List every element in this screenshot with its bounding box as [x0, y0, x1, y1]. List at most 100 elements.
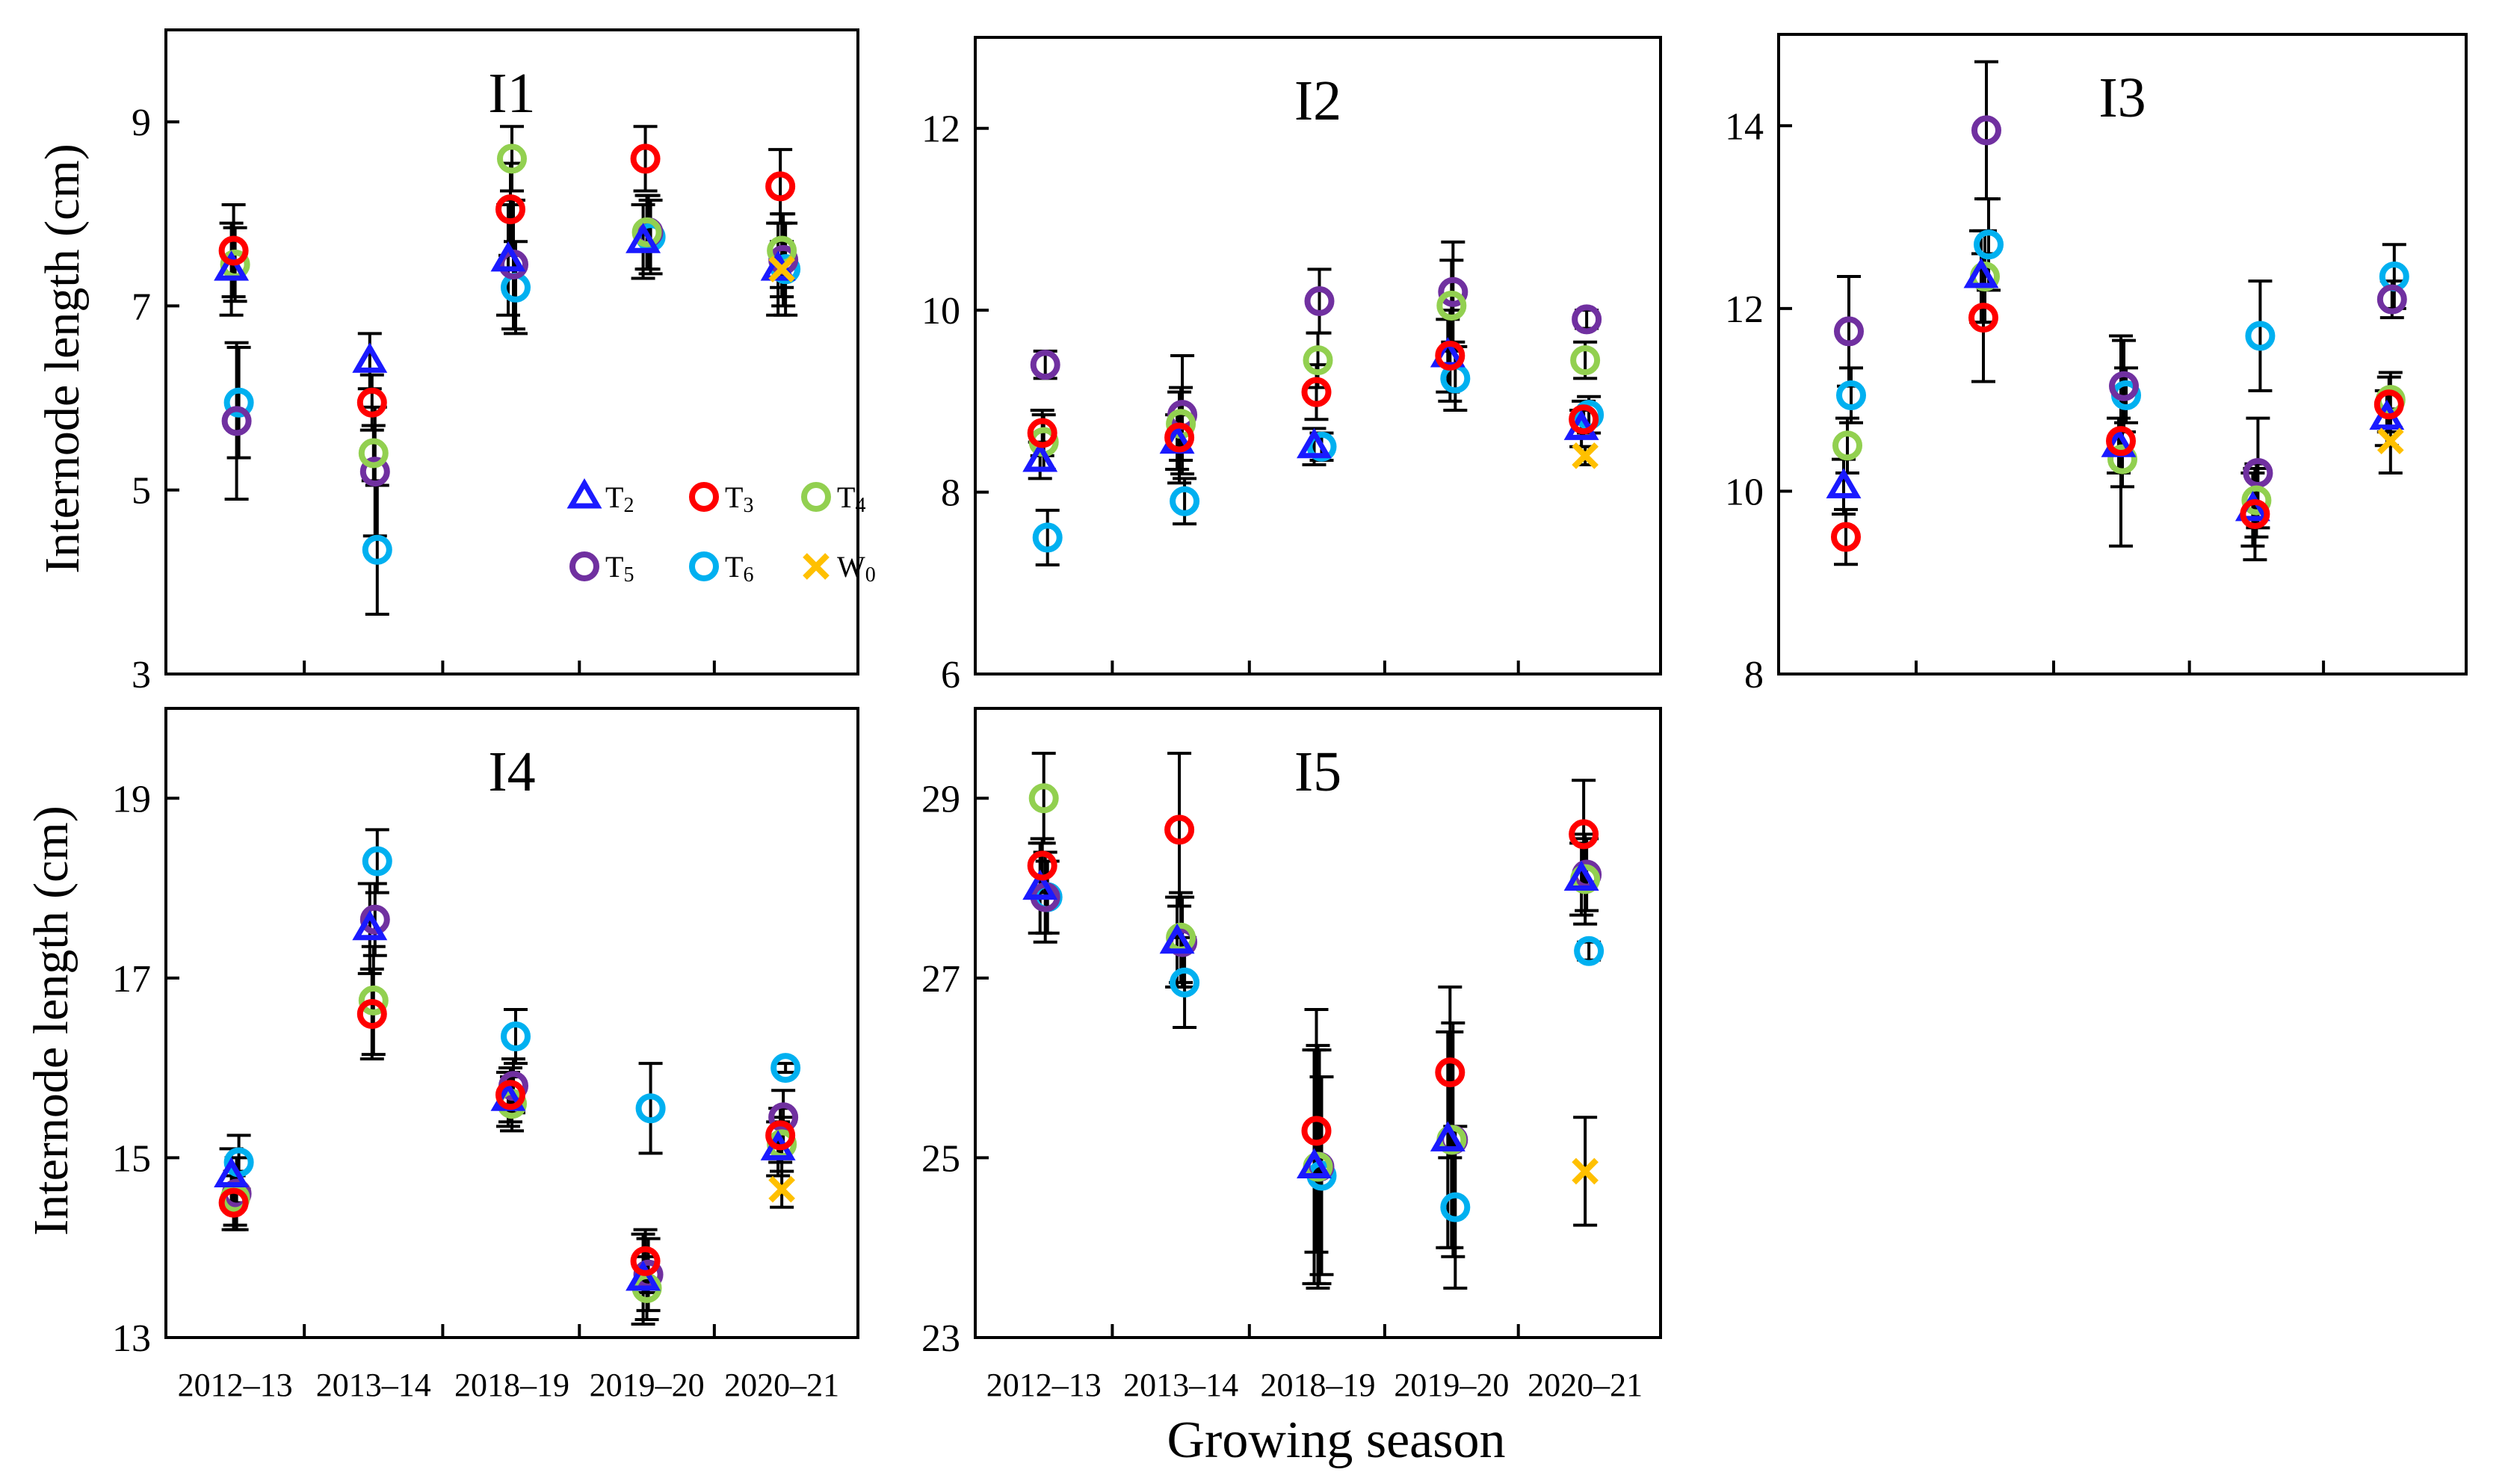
point-T2 [1563, 860, 1599, 891]
x-tick-label: 2020–21 [1528, 1367, 1643, 1403]
error-bar-T3 [1834, 507, 1858, 566]
y-tick-label: 8 [941, 472, 960, 515]
point-T3 [1301, 377, 1332, 407]
point-T4 [2107, 444, 2137, 474]
point-T6 [770, 1053, 801, 1083]
point-W0 [1572, 442, 1599, 469]
point-T4 [631, 217, 662, 247]
y-tick-label: 7 [132, 285, 151, 328]
error-bar-T6 [1035, 508, 1060, 566]
point-T3 [765, 1120, 796, 1151]
panel-I2: 6 8 10 12 I2 [921, 36, 1662, 696]
point-T3 [1164, 422, 1195, 453]
point-W0 [2376, 427, 2404, 454]
point-T2 [1826, 468, 1862, 498]
y-tick-label: 13 [112, 1317, 151, 1360]
error-bar-T6 [1173, 477, 1197, 526]
legend-item-T3: T3 [689, 480, 753, 517]
legend-marker-T3 [689, 482, 719, 512]
point-T2 [626, 223, 661, 253]
panel-I3: 8 10 12 14 I3 [1725, 33, 2468, 696]
point-T2 [1963, 258, 1999, 288]
point-T3 [630, 143, 661, 174]
point-T3 [2106, 426, 2136, 457]
panel-title: I3 [2098, 67, 2146, 129]
point-W0 [1572, 1157, 1599, 1185]
point-T3 [1301, 1116, 1332, 1146]
legend-marker-T2 [566, 478, 602, 509]
x-tick-label: 2018–19 [1261, 1367, 1376, 1403]
point-T2 [214, 250, 250, 281]
y-tick-label: 12 [921, 108, 960, 151]
point-W0 [768, 1175, 795, 1203]
point-T6 [635, 1093, 666, 1124]
point-T5 [1834, 316, 1864, 347]
point-T3 [1569, 819, 1599, 850]
point-T6 [1306, 431, 1337, 462]
error-bar-T5 [224, 341, 249, 501]
error-bar-T6 [638, 1062, 663, 1155]
point-T4 [1832, 430, 1862, 461]
legend-label: T2 [605, 480, 634, 517]
point-T5 [1438, 276, 1468, 307]
point-T3 [1027, 418, 1057, 448]
y-tick-label: 17 [112, 958, 151, 1001]
legend-label: T3 [725, 480, 753, 517]
plot-frame [974, 36, 1662, 675]
point-T2 [1297, 427, 1332, 459]
point-T2 [352, 342, 388, 373]
plot-frame [1777, 33, 2468, 675]
point-T4 [1570, 345, 1601, 376]
point-T6 [1032, 522, 1063, 553]
x-tick-label: 2013–14 [316, 1367, 431, 1403]
error-bar-T6 [1839, 366, 1863, 424]
panel-I5: 23 25 27 29 2012–13 2013–14 2018–19 2019–20 2020… [921, 707, 1662, 1403]
y-tick-label: 6 [941, 654, 960, 696]
panel-I4: 13 15 17 19 2012–13 2013–14 2018–19 2019–20 2020… [112, 707, 859, 1403]
point-T4 [497, 143, 527, 174]
point-T6 [501, 1021, 531, 1052]
legend-item-T2: T2 [566, 478, 634, 517]
panel-title: I5 [1294, 741, 1341, 803]
point-T3 [1831, 522, 1861, 552]
legend-item-T5: T5 [569, 550, 634, 587]
error-bar-T3 [633, 125, 658, 193]
point-T3 [1968, 303, 1998, 333]
point-T5 [221, 406, 252, 436]
y-axis-label-bottom: Internode length (cm) [24, 806, 78, 1235]
point-T5 [1572, 304, 1602, 335]
y-tick-label: 27 [921, 958, 960, 1001]
legend-marker-T5 [569, 551, 599, 581]
point-T3 [1027, 850, 1057, 881]
point-T6 [1974, 229, 2004, 260]
point-T4 [1303, 345, 1333, 376]
point-T3 [356, 387, 387, 418]
point-T5 [768, 1102, 799, 1133]
point-T5 [1030, 350, 1060, 380]
point-T2 [626, 1260, 661, 1291]
panel-I1: 3 5 7 9 I1 [132, 28, 859, 696]
point-T5 [2376, 284, 2407, 315]
y-tick-label: 29 [921, 778, 960, 820]
point-T3 [356, 998, 387, 1029]
x-tick-label: 2013–14 [1123, 1367, 1238, 1403]
y-axis-label-top: Internode length (cm) [35, 143, 90, 573]
point-T4 [358, 985, 389, 1015]
error-bar-T6 [2248, 279, 2273, 392]
point-T6 [362, 534, 392, 565]
point-T6 [1440, 1192, 1471, 1222]
plot-frame [164, 28, 859, 675]
point-T3 [495, 1080, 525, 1110]
point-T2 [490, 241, 526, 272]
x-tick-label: 2012–13 [986, 1367, 1102, 1403]
point-T2 [1022, 869, 1058, 900]
panel-title: I4 [488, 741, 535, 803]
error-bar-T4 [500, 125, 524, 193]
point-T4 [1028, 783, 1059, 814]
x-tick-label: 2019–20 [1394, 1367, 1509, 1403]
point-T3 [2373, 389, 2404, 420]
legend-label: W0 [837, 550, 876, 587]
y-tick-label: 23 [921, 1317, 960, 1360]
error-bar-T4 [1835, 416, 1859, 474]
point-T4 [358, 438, 389, 469]
